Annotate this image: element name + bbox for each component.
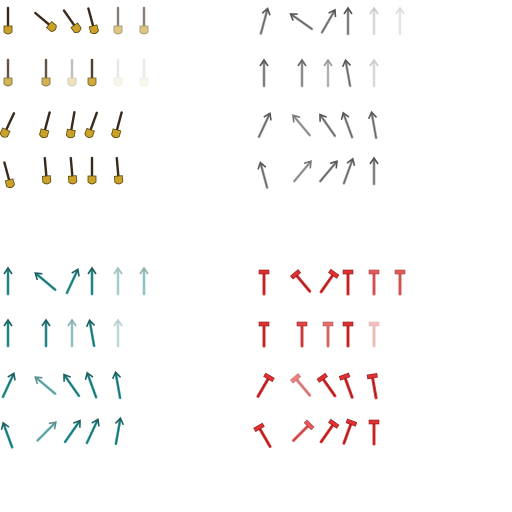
shovel-sprite-icon [114,8,122,34]
shovel-sprite-icon [66,112,78,139]
arrow-sprite-icon [112,372,124,399]
shovel-sprite-icon [0,112,18,139]
teal-arrows-group [0,268,148,449]
hammer-sprite-icon [290,270,313,295]
hammer-sprite-icon [343,270,353,294]
hammer-sprite-icon [259,322,269,346]
shovel-sprite-icon [68,60,76,86]
arrow-sprite-icon [344,8,352,34]
arrow-sprite-icon [342,60,354,87]
shovel-sprite-icon [61,8,82,34]
shovel-sprite-icon [41,158,51,185]
arrow-sprite-icon [114,268,122,294]
arrow-sprite-icon [257,7,271,34]
shovel-sprite-icon [140,8,148,34]
hammer-sprite-icon [367,373,381,398]
arrow-sprite-icon [324,60,332,86]
shovel-sprite-icon [39,111,53,138]
arrow-sprite-icon [317,112,338,138]
arrow-sprite-icon [88,268,96,294]
arrow-sprite-icon [255,112,273,139]
arrow-sprite-icon [33,270,58,293]
hammer-sprite-icon [369,270,379,294]
arrow-sprite-icon [317,159,340,184]
hammer-sprite-icon [297,322,307,346]
shovel-sprite-icon [140,60,148,86]
arrow-sprite-icon [62,418,83,444]
arrow-sprite-icon [140,268,148,294]
arrow-sprite-icon [339,111,355,138]
hammer-sprite-icon [339,373,357,399]
hammer-sprite-icon [254,373,275,399]
hammer-sprite-icon [254,423,275,449]
grey-arrows-group [255,7,404,188]
arrow-sprite-icon [112,418,124,445]
shovel-sprite-icon [111,111,125,138]
arrow-sprite-icon [86,320,98,347]
arrow-sprite-icon [260,60,268,86]
arrow-sprite-icon [114,320,122,346]
hammer-sprite-icon [290,420,314,444]
arrow-sprite-icon [83,418,101,445]
arrow-sprite-icon [63,268,81,295]
shovel-sprite-icon [1,161,15,188]
arrow-sprite-icon [42,320,50,346]
hammer-sprite-icon [317,269,339,294]
hammer-sprite-icon [317,373,339,398]
arrow-sprite-icon [290,113,313,138]
shovel-sprite-icon [114,60,122,86]
arrow-sprite-icon [4,268,12,294]
arrow-sprite-icon [0,421,16,448]
shovel-sprite-icon [113,158,123,185]
hammer-sprite-icon [259,270,269,294]
arrow-sprite-icon [83,371,99,398]
arrow-sprite-icon [68,320,76,346]
red-hammers-group [254,269,405,449]
hammer-sprite-icon [369,420,379,444]
shovel-sprite-icon [42,60,50,86]
shovel-sprite-icon [85,7,99,34]
arrow-sprite-icon [61,372,82,398]
arrow-sprite-icon [257,161,271,188]
shovel-sprite-icon [4,8,12,34]
arrow-sprite-icon [33,374,58,397]
arrow-sprite-icon [298,60,306,86]
hammer-sprite-icon [343,322,353,346]
arrow-sprite-icon [4,320,12,346]
arrow-sprite-icon [288,11,314,32]
hammer-sprite-icon [290,374,313,399]
hammer-sprite-icon [369,322,379,346]
shovel-sprite-icon [84,111,100,138]
shovel-sprite-icon [88,158,96,184]
arrow-sprite-icon [340,157,356,184]
arrow-sprite-icon [396,8,404,34]
hammer-sprite-icon [339,419,357,445]
arrow-sprite-icon [370,158,378,184]
arrow-sprite-icon [370,60,378,86]
hammer-sprite-icon [323,322,333,346]
arrow-sprite-icon [291,159,314,184]
arrow-sprite-icon [368,112,380,139]
arrow-sprite-icon [319,8,339,35]
shovel-sprite-icon [4,60,12,86]
arrow-sprite-icon [370,8,378,34]
shovel-sprite-icon [33,10,58,33]
hammer-sprite-icon [395,270,405,294]
arrow-sprite-icon [35,419,59,443]
shovel-sprite-icon [88,60,96,86]
gold-shovels-group [0,7,148,188]
hammer-sprite-icon [317,419,339,444]
shovel-sprite-icon [67,158,77,185]
arrow-sprite-icon [0,372,18,399]
